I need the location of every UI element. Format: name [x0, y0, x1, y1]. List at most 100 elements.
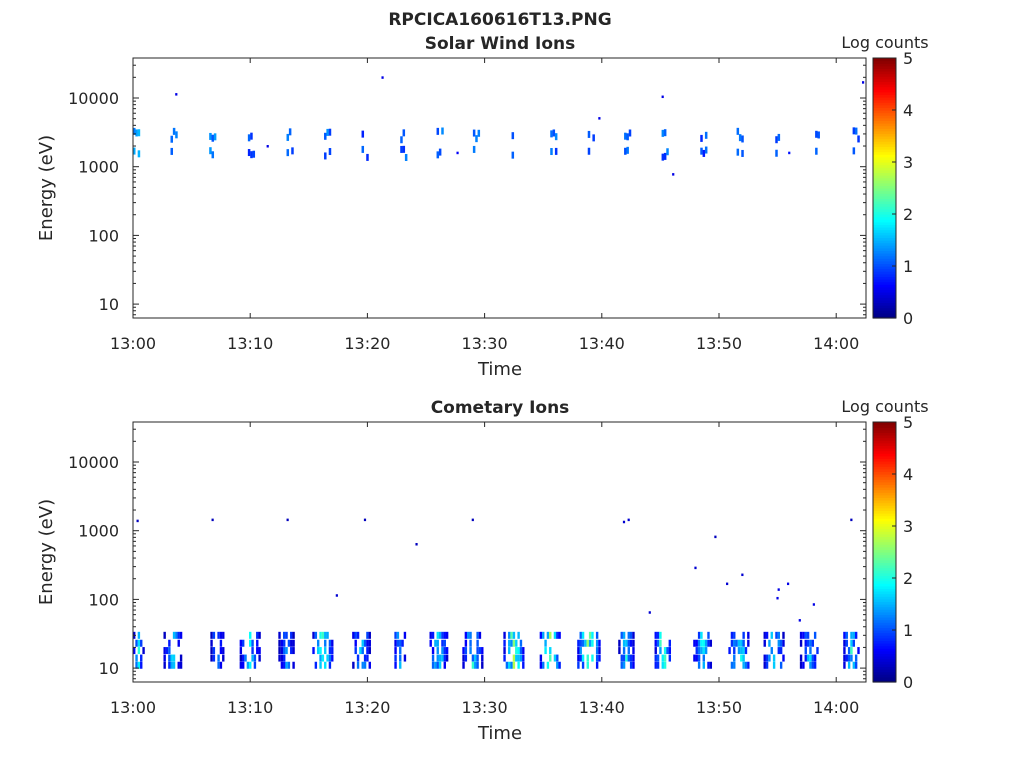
heatmap-cell: [736, 148, 740, 156]
colorbar-segment: [873, 208, 896, 212]
data-point: [211, 518, 214, 522]
heatmap-cell: [595, 661, 599, 669]
heatmap-cell: [765, 661, 769, 669]
heatmap-cell: [481, 661, 484, 669]
heatmap-cell: [441, 639, 444, 647]
heatmap-cell: [815, 130, 818, 138]
heatmap-cell: [280, 639, 284, 647]
heatmap-cell: [133, 647, 136, 655]
heatmap-cell: [170, 135, 174, 143]
heatmap-cell: [519, 654, 523, 662]
heatmap-cell: [627, 631, 630, 639]
x-tick-label: 13:40: [579, 698, 625, 717]
heatmap-cell: [546, 631, 550, 639]
heatmap-cell: [436, 661, 439, 669]
heatmap-cell: [137, 661, 141, 669]
heatmap-cell: [394, 639, 397, 647]
colorbar-segment: [873, 619, 896, 623]
heatmap-cell: [742, 661, 745, 669]
heatmap-cell: [539, 661, 543, 669]
heatmap-cell: [627, 654, 630, 662]
data-point: [776, 596, 779, 600]
heatmap-cell: [625, 639, 628, 647]
heatmap-cell: [850, 631, 853, 639]
heatmap-cell: [476, 661, 479, 669]
heatmap-cell: [697, 631, 701, 639]
heatmap-cell: [438, 631, 442, 639]
colorbar-segment: [873, 598, 896, 602]
colorbar-segment: [873, 146, 896, 150]
heatmap-cell: [467, 631, 470, 639]
heatmap-cell: [286, 133, 290, 141]
data-point: [726, 582, 729, 586]
heatmap-cell: [402, 145, 406, 153]
heatmap-cell: [763, 631, 766, 639]
heatmap-cell: [595, 639, 599, 647]
heatmap-cell: [312, 647, 315, 655]
heatmap-cell: [730, 639, 734, 647]
heatmap-cell: [656, 639, 660, 647]
heatmap-cell: [168, 654, 171, 662]
heatmap-cell: [356, 654, 360, 662]
heatmap-cell: [219, 661, 223, 669]
colorbar-segment: [873, 500, 896, 504]
heatmap-cell: [462, 661, 465, 669]
heatmap-cell: [693, 654, 696, 662]
heatmap-cell: [663, 661, 667, 669]
heatmap-cell: [546, 661, 550, 669]
y-axis-label: Energy (eV): [36, 135, 57, 241]
colorbar-segment: [873, 286, 896, 290]
heatmap-cell: [663, 654, 667, 662]
heatmap-cell: [598, 647, 601, 655]
heatmap-cell: [441, 654, 444, 662]
heatmap-cell: [700, 147, 703, 155]
heatmap-cell: [249, 639, 252, 647]
heatmap-cell: [217, 661, 220, 669]
heatmap-cell: [702, 661, 705, 669]
colorbar-segment: [873, 523, 896, 527]
heatmap-cell: [775, 136, 778, 144]
colorbar-segment: [873, 182, 896, 186]
heatmap-cell: [702, 647, 705, 655]
heatmap-cell: [854, 661, 858, 669]
heatmap-cell: [137, 150, 141, 158]
heatmap-cell: [809, 647, 812, 655]
colorbar-segment: [873, 445, 896, 449]
heatmap-cell: [854, 631, 858, 639]
heatmap-cell: [285, 647, 288, 655]
colorbar-segment: [873, 502, 896, 506]
heatmap-cell: [135, 654, 138, 662]
colorbar-segment: [873, 71, 896, 75]
colorbar-segment: [873, 526, 896, 530]
heatmap-cell: [363, 661, 367, 669]
heatmap-cell: [768, 654, 771, 662]
colorbar-segment: [873, 544, 896, 548]
colorbar-segment: [873, 637, 896, 641]
x-tick-label: 13:00: [110, 334, 156, 353]
colorbar-segment: [873, 541, 896, 545]
heatmap-cell: [137, 647, 141, 655]
heatmap-cell: [211, 151, 215, 159]
heatmap-cell: [809, 654, 812, 662]
heatmap-cell: [222, 647, 225, 655]
heatmap-cell: [598, 654, 601, 662]
colorbar-segment: [873, 255, 896, 259]
heatmap-cell: [249, 661, 252, 669]
heatmap-cell: [140, 661, 143, 669]
heatmap-cell: [321, 631, 325, 639]
data-point: [861, 81, 865, 84]
colorbar-segment: [873, 242, 896, 246]
heatmap-cell: [288, 128, 292, 136]
heatmap-cell: [843, 647, 846, 655]
heatmap-cell: [852, 661, 856, 669]
heatmap-cell: [709, 639, 713, 647]
colorbar-tick-label: 1: [903, 257, 913, 276]
colorbar-segment: [873, 585, 896, 589]
heatmap-cell: [659, 639, 662, 647]
heatmap-cell: [806, 631, 810, 639]
colorbar-border: [872, 421, 897, 683]
colorbar-segment: [873, 484, 896, 488]
heatmap-cell: [474, 661, 477, 669]
heatmap-cell: [354, 639, 357, 647]
colorbar-segment: [873, 575, 896, 579]
